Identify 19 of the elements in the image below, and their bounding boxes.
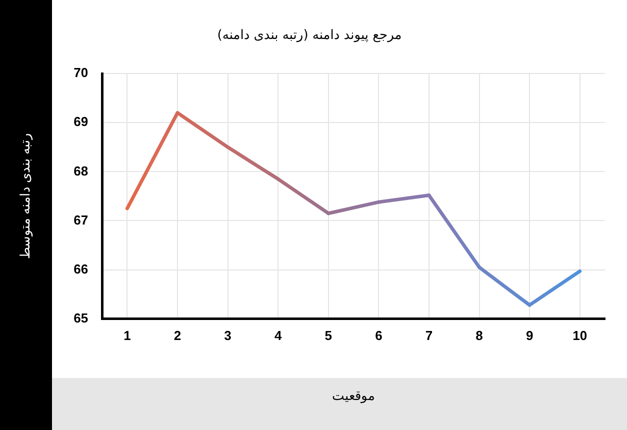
x-tick-label: 5	[324, 328, 332, 344]
y-tick-label: 66	[74, 261, 88, 276]
y-tick-label: 70	[74, 65, 88, 80]
y-tick-label: 69	[74, 114, 88, 130]
x-tick-label: 10	[572, 328, 588, 344]
y-tick-label: 65	[74, 310, 88, 326]
chart-title: مرجع پیوند دامنه (رتبه بندی دامنه)	[217, 28, 402, 44]
x-tick-label: 1	[124, 328, 131, 344]
y-axis-title: رتبه بندی دامنه متوسط	[17, 133, 34, 260]
x-tick-label: 3	[224, 328, 232, 344]
y-tick-label: 68	[74, 163, 88, 178]
x-tick-label: 9	[526, 328, 534, 344]
y-tick-label: 67	[74, 212, 88, 228]
x-tick-label: 7	[425, 328, 433, 344]
x-axis-title: موقعیت	[332, 388, 376, 404]
x-tick-label: 2	[174, 328, 182, 344]
x-tick-label: 6	[375, 328, 382, 344]
x-tick-label: 4	[274, 328, 282, 344]
x-tick-label: 8	[476, 328, 483, 344]
